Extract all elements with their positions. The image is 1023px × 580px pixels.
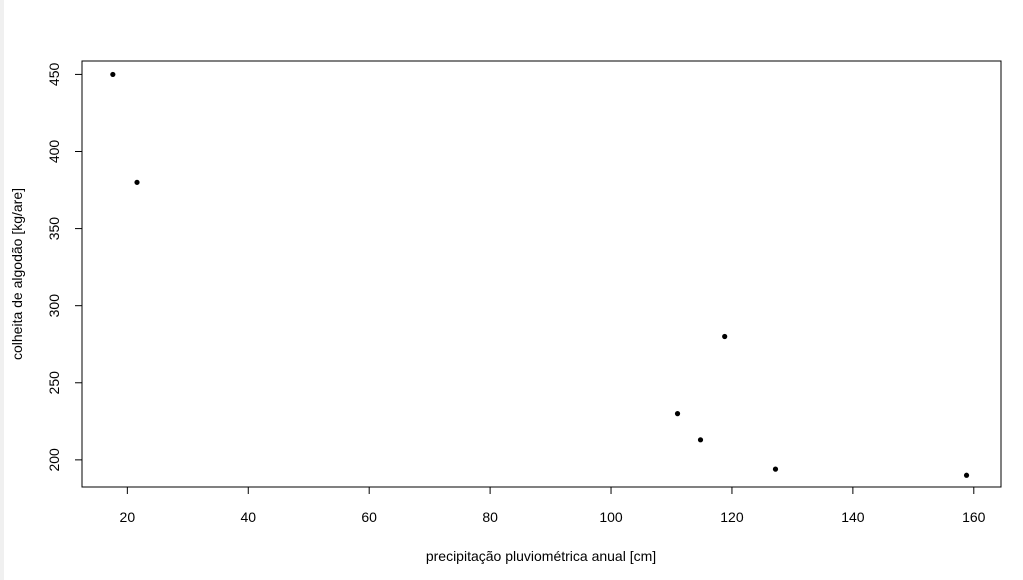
- x-tick-label: 20: [120, 509, 136, 525]
- x-tick-label: 80: [482, 509, 498, 525]
- y-tick-label: 200: [46, 448, 62, 472]
- data-point: [697, 437, 704, 443]
- plot-frame: [81, 60, 1002, 488]
- data-point: [134, 179, 140, 185]
- y-tick-label: 350: [46, 217, 62, 241]
- x-tick-label: 120: [720, 509, 744, 525]
- y-axis-title: colheita de algodão [kg/are]: [9, 188, 25, 360]
- x-tick-label: 140: [841, 509, 865, 525]
- data-point: [963, 472, 970, 478]
- y-tick-label: 300: [46, 294, 62, 318]
- x-axis-title: precipitação pluviométrica anual [cm]: [426, 548, 656, 564]
- data-point: [110, 71, 116, 78]
- x-axis: 20 40 60 80 100 120 140 160: [120, 486, 986, 525]
- window-edge: [0, 0, 4, 580]
- x-tick-label: 40: [240, 509, 256, 525]
- data-point: [674, 411, 681, 417]
- y-tick-label: 250: [46, 371, 62, 395]
- data-point: [772, 466, 779, 472]
- x-tick-label: 60: [361, 509, 377, 525]
- x-tick-label: 160: [962, 509, 986, 525]
- data-points: [110, 71, 970, 478]
- y-tick-label: 400: [46, 140, 62, 164]
- x-tick-label: 100: [599, 509, 623, 525]
- y-tick-label: 450: [46, 63, 62, 87]
- y-axis: 200 250 300 350 400 450: [46, 63, 83, 472]
- data-point: [722, 333, 728, 340]
